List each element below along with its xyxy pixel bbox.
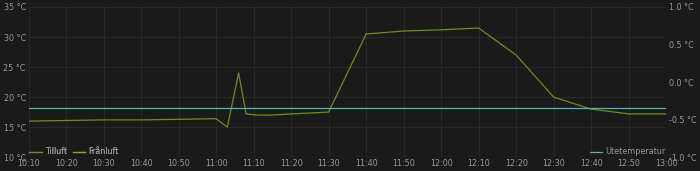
Tilluft — [624, 113, 633, 115]
Tilluft — [62, 120, 70, 122]
Tilluft — [212, 118, 220, 120]
Tilluft — [324, 111, 332, 113]
Tilluft — [475, 27, 483, 29]
Tilluft — [242, 113, 251, 115]
Tilluft — [234, 72, 243, 74]
Legend: Utetemperatur: Utetemperatur — [590, 147, 665, 156]
Tilluft — [400, 30, 408, 32]
Tilluft — [550, 96, 558, 98]
Tilluft — [287, 113, 295, 115]
Tilluft — [223, 126, 232, 128]
Tilluft — [174, 118, 183, 120]
Line: Tilluft: Tilluft — [29, 28, 666, 127]
Legend: Tilluft, Frånluft: Tilluft, Frånluft — [29, 147, 119, 156]
Tilluft — [587, 108, 595, 110]
Tilluft — [662, 113, 671, 115]
Tilluft — [253, 114, 262, 116]
Tilluft — [137, 119, 146, 121]
Tilluft — [437, 29, 445, 31]
Tilluft — [268, 114, 277, 116]
Tilluft — [25, 120, 33, 122]
Tilluft — [362, 33, 370, 35]
Tilluft — [512, 54, 520, 56]
Tilluft — [99, 119, 108, 121]
